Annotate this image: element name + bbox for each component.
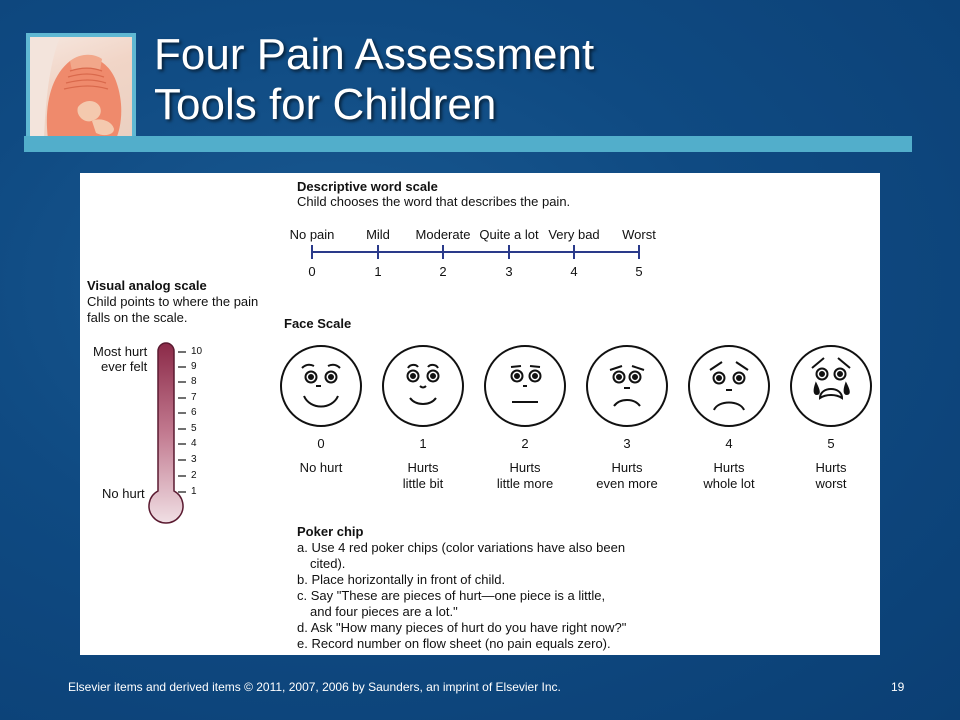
face-label-0: No hurt [299,460,343,475]
thermo-tick-5: 5 [191,423,197,434]
descriptive-number-3: 3 [505,264,513,279]
thermo-tick-9: 9 [191,361,197,372]
face-number-3: 3 [623,436,631,451]
face-scale-faces [280,345,872,427]
face-label-5: Hurts [815,460,847,475]
descriptive-title: Descriptive word scale [297,179,438,194]
visual-bottom-label: No hurt [102,486,145,501]
title-accent-bar [24,136,912,152]
poker-title: Poker chip [297,524,364,539]
poker-line-c-cont: and four pieces are a lot." [310,604,458,619]
visual-line1: Child points to where the pain [87,294,259,309]
face-sublabel-4: whole lot [703,476,755,491]
poker-line-a-cont: cited). [310,556,346,571]
descriptive-number-0: 0 [308,264,316,279]
face-sublabel-2: little more [496,476,554,491]
face-sublabel-3: even more [596,476,658,491]
descriptive-subtitle: Child chooses the word that describes th… [297,194,571,209]
thermo-tick-6: 6 [191,407,197,418]
face-2-neutral-icon [484,345,566,427]
poker-line-c: c. Say "These are pieces of hurt—one pie… [297,588,606,603]
face-number-0: 0 [317,436,325,451]
descriptive-word-5: Worst [622,227,656,242]
thermo-tick-7: 7 [191,392,197,403]
poker-line-d: d. Ask "How many pieces of hurt do you h… [297,620,627,635]
face-3-frown-icon [586,345,668,427]
descriptive-number-4: 4 [570,264,578,279]
face-number-1: 1 [419,436,427,451]
descriptive-scale-line [311,245,640,259]
thermo-tick-2: 2 [191,470,197,481]
thermo-tick-4: 4 [191,438,197,449]
descriptive-word-0: No pain [289,227,335,242]
pregnancy-photo-illustration [30,37,122,139]
thermo-tick-3: 3 [191,454,197,465]
face-label-2: Hurts [509,460,541,475]
slide-title-line2: Tools for Children [154,80,497,129]
face-label-1: Hurts [407,460,439,475]
descriptive-word-3: Quite a lot [479,227,539,242]
face-label-4: Hurts [713,460,745,475]
thermo-tick-10: 10 [191,346,203,357]
footer-copyright: Elsevier items and derived items © 2011,… [68,680,561,694]
slide-title-line1: Four Pain Assessment [154,30,595,79]
face-label-3: Hurts [611,460,643,475]
face-0-happy-icon [280,345,362,427]
visual-title: Visual analog scale [87,278,207,293]
face-1-slight-smile-icon [382,345,464,427]
slide-title: Four Pain Assessment Tools for Children [154,30,594,130]
visual-line2: falls on the scale. [87,310,188,325]
face-sublabel-1: little bit [402,476,444,491]
thermo-tick-1: 1 [191,486,197,497]
poker-line-a: a. Use 4 red poker chips (color variatio… [297,540,626,555]
thermometer-icon [148,342,186,524]
visual-top-label-2: ever felt [101,359,148,374]
thermo-tick-8: 8 [191,376,197,387]
visual-top-label-1: Most hurt [93,344,148,359]
descriptive-number-5: 5 [635,264,643,279]
face-number-4: 4 [725,436,733,451]
poker-line-e: e. Record number on flow sheet (no pain … [297,636,611,651]
content-panel: Descriptive word scale Child chooses the… [80,173,880,655]
poker-line-b: b. Place horizontally in front of child. [297,572,506,587]
face-sublabel-5: worst [815,476,847,491]
face-number-2: 2 [521,436,529,451]
descriptive-word-2: Moderate [415,227,471,242]
face-5-crying-icon [790,345,872,427]
page-number: 19 [891,680,905,694]
descriptive-word-1: Mild [366,227,390,242]
descriptive-number-1: 1 [374,264,382,279]
descriptive-number-2: 2 [439,264,447,279]
pregnancy-photo [26,33,136,143]
face-4-sad-icon [688,345,770,427]
face-number-5: 5 [827,436,835,451]
descriptive-word-4: Very bad [548,227,600,242]
face-title: Face Scale [284,316,352,331]
